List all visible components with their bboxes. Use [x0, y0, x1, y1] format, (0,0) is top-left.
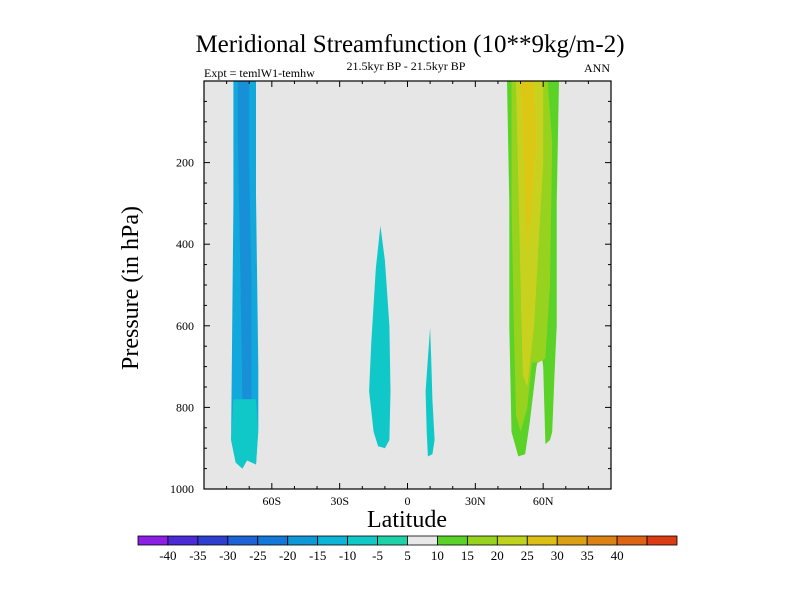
contour-sh-deep-cell-core — [237, 81, 252, 420]
contour-features — [231, 81, 559, 469]
contour-nh-cell-peak — [520, 81, 537, 253]
colorbar-box — [496, 535, 528, 546]
colorbar-box — [586, 535, 618, 546]
colorbar-box — [317, 535, 349, 546]
colorbar-label: 5 — [404, 548, 411, 563]
colorbar-box — [437, 535, 468, 546]
colorbar-box — [466, 535, 498, 546]
y-tick-label: 1000 — [170, 482, 194, 496]
colorbar-label: 35 — [581, 548, 594, 563]
left-string: Expt = temlW1-temhw — [204, 66, 315, 80]
colorbar-label: -40 — [159, 548, 176, 563]
contour-tropical-cell-north — [425, 327, 435, 457]
y-axis-ticks: 200 400 600 800 1000 — [170, 80, 611, 496]
colorbar-box — [287, 535, 319, 546]
x-tick-label: 30S — [330, 494, 349, 508]
colorbar-box — [526, 535, 558, 546]
contour-sh-deep-cell-tail — [231, 399, 259, 469]
contour-nh-cell-core — [516, 81, 544, 387]
colorbar-label: -10 — [339, 548, 356, 563]
y-tick-label: 600 — [176, 319, 194, 333]
colorbar-label: 40 — [611, 548, 624, 563]
plot-area — [203, 80, 612, 490]
colorbar-box — [616, 535, 648, 546]
contour-tropical-cell-south — [369, 225, 391, 449]
colorbar-label: -15 — [309, 548, 326, 563]
center-string: 21.5kyr BP - 21.5kyr BP — [347, 59, 466, 73]
colorbar-label: 30 — [551, 548, 564, 563]
y-tick-label: 200 — [176, 156, 194, 170]
right-string: ANN — [584, 61, 610, 75]
colorbar-box — [646, 535, 678, 546]
colorbar-label: 10 — [431, 548, 444, 563]
colorbar-box — [377, 535, 408, 546]
x-axis-ticks: 60S 30S 0 30N 60N — [203, 81, 612, 508]
x-axis-label: Latitude — [367, 507, 447, 533]
colorbar-label: 25 — [521, 548, 534, 563]
colorbar-box — [227, 535, 259, 546]
colorbar-label: -20 — [279, 548, 296, 563]
x-tick-label: 0 — [405, 494, 411, 508]
x-tick-label: 30N — [465, 494, 486, 508]
x-tick-label: 60N — [533, 494, 554, 508]
colorbar-label: -30 — [219, 548, 236, 563]
colorbar-box — [347, 535, 378, 546]
y-tick-label: 800 — [176, 400, 194, 414]
chart-title: Meridional Streamfunction (10**9kg/m-2) — [195, 31, 624, 58]
colorbar-box — [137, 535, 169, 546]
y-axis-label: Pressure (in hPa) — [118, 206, 144, 370]
colorbar-label: 20 — [491, 548, 504, 563]
x-tick-label: 60S — [262, 494, 281, 508]
colorbar-box — [556, 535, 588, 546]
colorbar-label: -5 — [372, 548, 383, 563]
colorbar-box — [407, 535, 438, 546]
colorbar-label: -35 — [189, 548, 206, 563]
colorbar: -40 -35 -30 -25 -20 -15 -10 -5 5 10 15 20 25 30 35 40 — [137, 535, 678, 563]
colorbar-box — [197, 535, 229, 546]
colorbar-label: -25 — [249, 548, 266, 563]
y-tick-label: 400 — [176, 237, 194, 251]
colorbar-box — [167, 535, 199, 546]
colorbar-label: 15 — [461, 548, 474, 563]
colorbar-box — [257, 535, 289, 546]
